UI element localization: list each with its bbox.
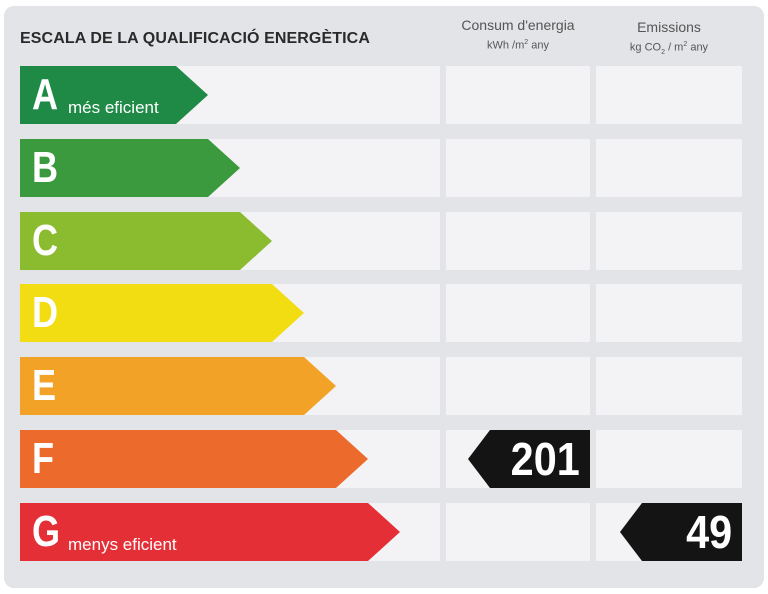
rating-letter: B <box>32 143 59 192</box>
consumption-unit: kWh /m2 any <box>487 39 549 52</box>
rating-arrow-d: D <box>20 284 304 342</box>
consumption-cell-c <box>446 212 590 270</box>
emissions-cell-b <box>596 139 742 197</box>
rating-letter: A <box>32 70 59 119</box>
consumption-cell-e <box>446 357 590 415</box>
rating-arrow-c: C <box>20 212 272 270</box>
emissions-value: 49 <box>685 506 732 558</box>
emissions-cell-c <box>596 212 742 270</box>
rating-letter: F <box>32 434 55 483</box>
rating-arrow-f: F <box>20 430 368 488</box>
consumption-cell-g <box>446 503 590 561</box>
consumption-cell-a <box>446 66 590 124</box>
rating-letter: E <box>32 361 57 410</box>
emissions-column-header: Emissions kg CO2 / m2 any <box>596 18 742 60</box>
rating-letter: G <box>32 507 61 556</box>
rating-letter: D <box>32 288 59 337</box>
emissions-title: Emissions <box>637 19 701 35</box>
rating-label: més eficient <box>68 98 159 117</box>
emissions-cell-d <box>596 284 742 342</box>
emissions-cell-e <box>596 357 742 415</box>
emissions-value-indicator: 49 <box>620 503 742 561</box>
rating-arrow-b: B <box>20 139 240 197</box>
rating-letter: C <box>32 216 59 265</box>
consumption-cell-d <box>446 284 590 342</box>
emissions-cell-a <box>596 66 742 124</box>
consumption-title: Consum d'energia <box>461 17 575 33</box>
consumption-value: 201 <box>510 433 580 485</box>
consumption-column-header: Consum d'energia kWh /m2 any <box>446 16 590 53</box>
emissions-unit: kg CO2 / m2 any <box>629 41 709 56</box>
label-title: ESCALA DE LA QUALIFICACIÓ ENERGÈTICA <box>20 30 370 47</box>
rating-label: menys eficient <box>68 535 177 554</box>
consumption-cell-b <box>446 139 590 197</box>
emissions-cell-f <box>596 430 742 488</box>
consumption-value-indicator: 201 <box>468 430 590 488</box>
rating-arrow-e: E <box>20 357 336 415</box>
